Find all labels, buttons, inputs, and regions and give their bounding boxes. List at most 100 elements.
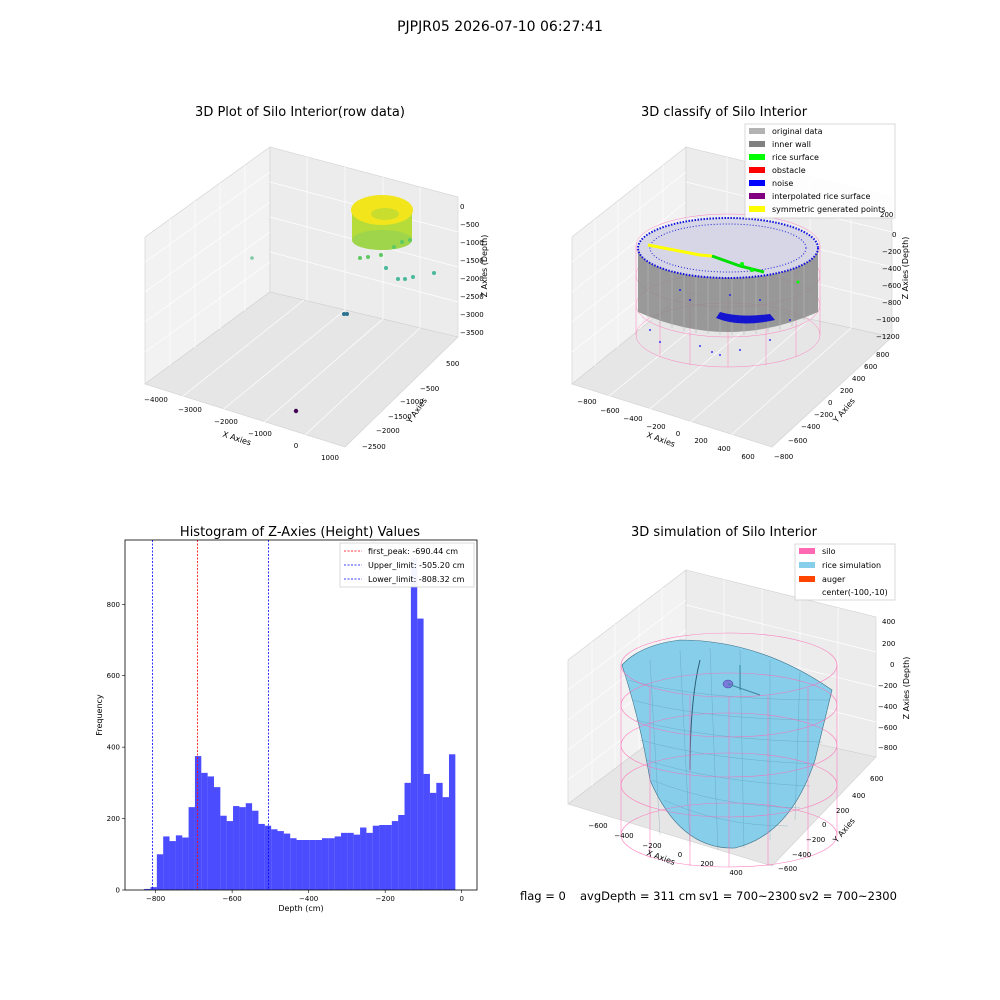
raw-x-tick: 1000 bbox=[321, 454, 339, 462]
histogram-bar bbox=[239, 807, 246, 890]
panel-classify: 3D classify of Silo Interior bbox=[571, 105, 910, 461]
histogram-bar bbox=[226, 821, 234, 890]
histogram-bar bbox=[360, 827, 367, 890]
simulation-silo-and-rice bbox=[620, 632, 838, 868]
raw-x-tick: −1000 bbox=[248, 430, 272, 438]
simulation-y-tick: −600 bbox=[778, 865, 797, 873]
histogram-bar bbox=[347, 832, 354, 890]
status-flag: flag = 0 bbox=[520, 889, 566, 903]
legend-swatch-original-data bbox=[749, 128, 765, 134]
simulation-y-tick: 600 bbox=[870, 775, 883, 783]
raw-y-tick-labels: 500 −500 −1000 −1500 −2000 −2500 bbox=[362, 360, 459, 451]
classify-y-tick: 400 bbox=[852, 375, 865, 383]
classify-z-tick: −1000 bbox=[876, 316, 900, 324]
histogram-bar bbox=[391, 821, 399, 890]
histogram-bar bbox=[271, 829, 278, 890]
legend-label-center: center(-100,-10) bbox=[822, 588, 888, 597]
histogram-bar bbox=[442, 797, 449, 890]
legend-label-silo: silo bbox=[822, 547, 836, 556]
classify-z-tick: 200 bbox=[880, 211, 893, 219]
classify-z-tick: −600 bbox=[882, 282, 901, 290]
histogram-bar bbox=[182, 837, 189, 890]
classify-z-tick: −800 bbox=[882, 299, 901, 307]
legend-label-rice-surface: rice surface bbox=[772, 153, 819, 162]
raw-x-tick: 0 bbox=[294, 442, 298, 450]
legend-swatch-symmetric-generated-points bbox=[749, 206, 765, 212]
raw-z-tick: −2000 bbox=[460, 275, 484, 283]
histogram-y-tick-label: 0 bbox=[116, 887, 120, 895]
histogram-bar bbox=[245, 803, 253, 890]
histogram-bar bbox=[423, 773, 430, 890]
histogram-bar bbox=[334, 836, 342, 890]
panel-histogram: Histogram of Z-Axies (Height) Values −80… bbox=[95, 525, 478, 913]
histogram-y-tick-label: 600 bbox=[107, 672, 120, 680]
raw-z-tick: 0 bbox=[460, 203, 464, 211]
raw-y-tick: −1500 bbox=[388, 413, 412, 421]
histogram-title: Histogram of Z-Axies (Height) Values bbox=[180, 525, 420, 540]
simulation-z-tick: −200 bbox=[878, 682, 897, 690]
histogram-bar bbox=[220, 815, 227, 890]
simulation-y-tick: 400 bbox=[852, 792, 865, 800]
legend-swatch-silo bbox=[799, 548, 815, 554]
status-sv1: sv1 = 700~2300 bbox=[699, 889, 797, 903]
raw-x-tick: −3000 bbox=[178, 406, 202, 414]
raw-y-tick: 500 bbox=[446, 360, 459, 368]
legend-label-original-data: original data bbox=[772, 127, 823, 136]
raw-z-tick-labels: 0 −500 −1000 −1500 −2000 −2500 −3000 −35… bbox=[460, 203, 484, 337]
histogram-bar bbox=[296, 840, 303, 890]
histogram-bar bbox=[188, 807, 195, 890]
simulation-z-tick: 200 bbox=[882, 640, 895, 648]
simulation-z-tick-labels: 400 200 0 −200 −400 −600 −800 bbox=[878, 618, 897, 752]
histogram-bar bbox=[144, 888, 151, 890]
histogram-bar bbox=[315, 840, 322, 890]
panel-simulation: 3D simulation of Silo Interior bbox=[567, 525, 911, 877]
histogram-bar bbox=[353, 834, 361, 890]
simulation-x-tick: −200 bbox=[642, 842, 661, 850]
histogram-x-tick-label: −800 bbox=[146, 895, 165, 903]
histogram-bars bbox=[144, 557, 456, 890]
classify-y-tick: −800 bbox=[774, 453, 793, 461]
classify-x-tick: −800 bbox=[577, 398, 596, 406]
raw-z-tick: −1500 bbox=[460, 257, 484, 265]
classify-x-tick: −400 bbox=[623, 415, 642, 423]
histogram-bar bbox=[252, 810, 259, 890]
classify-y-tick: 800 bbox=[876, 351, 889, 359]
classify-legend: original data inner wall rice surface ob… bbox=[744, 123, 896, 219]
raw-y-tick: −2000 bbox=[376, 427, 400, 435]
legend-label-rice-simulation: rice simulation bbox=[822, 561, 881, 570]
legend-label-symmetric-generated-points: symmetric generated points bbox=[772, 205, 885, 214]
classify-y-tick: 600 bbox=[864, 363, 877, 371]
simulation-y-tick-labels: 600 400 200 0 −200 −400 −600 bbox=[778, 775, 883, 873]
classify-y-tick: 0 bbox=[828, 399, 832, 407]
classify-y-tick: −400 bbox=[801, 423, 820, 431]
legend-swatch-rice-surface bbox=[749, 154, 765, 160]
figure-suptitle: PJPJR05 2026-07-10 06:27:41 bbox=[397, 19, 603, 35]
histogram-x-axis-label: Depth (cm) bbox=[278, 904, 323, 913]
panel-raw-data: 3D Plot of Silo Interior(row data) bbox=[144, 105, 489, 462]
histogram-reference-lines bbox=[152, 540, 269, 890]
status-sv2: sv2 = 700~2300 bbox=[799, 889, 897, 903]
histogram-bar bbox=[410, 557, 418, 890]
histogram-bar bbox=[163, 836, 170, 890]
classify-y-tick: 200 bbox=[840, 387, 853, 395]
raw-x-tick: −4000 bbox=[144, 396, 168, 404]
legend-label-auger: auger bbox=[822, 575, 846, 584]
legend-swatch-auger bbox=[799, 576, 815, 582]
simulation-y-tick: −400 bbox=[792, 851, 811, 859]
histogram-bar bbox=[448, 754, 456, 890]
histogram-bar bbox=[194, 756, 202, 890]
classify-z-tick-labels: 200 0 −200 −400 −600 −800 −1000 −1200 bbox=[876, 211, 901, 341]
histogram-x-ticks: −800 −600 −400 −200 0 bbox=[146, 890, 464, 903]
raw-data-points bbox=[250, 195, 436, 414]
histogram-y-tick-label: 800 bbox=[107, 601, 120, 609]
histogram-bar bbox=[366, 832, 373, 890]
simulation-y-tick: 0 bbox=[822, 821, 826, 829]
simulation-x-tick: 400 bbox=[729, 869, 742, 877]
histogram-x-tick-label: 0 bbox=[459, 895, 463, 903]
legend-swatch-inner-wall bbox=[749, 141, 765, 147]
raw-panel-title: 3D Plot of Silo Interior(row data) bbox=[195, 105, 405, 120]
status-line: flag = 0 avgDepth = 311 cm sv1 = 700~230… bbox=[520, 889, 897, 903]
histogram-bar bbox=[404, 782, 411, 890]
classify-y-axis-label: Y Axies bbox=[831, 396, 857, 425]
legend-swatch-obstacle bbox=[749, 167, 765, 173]
